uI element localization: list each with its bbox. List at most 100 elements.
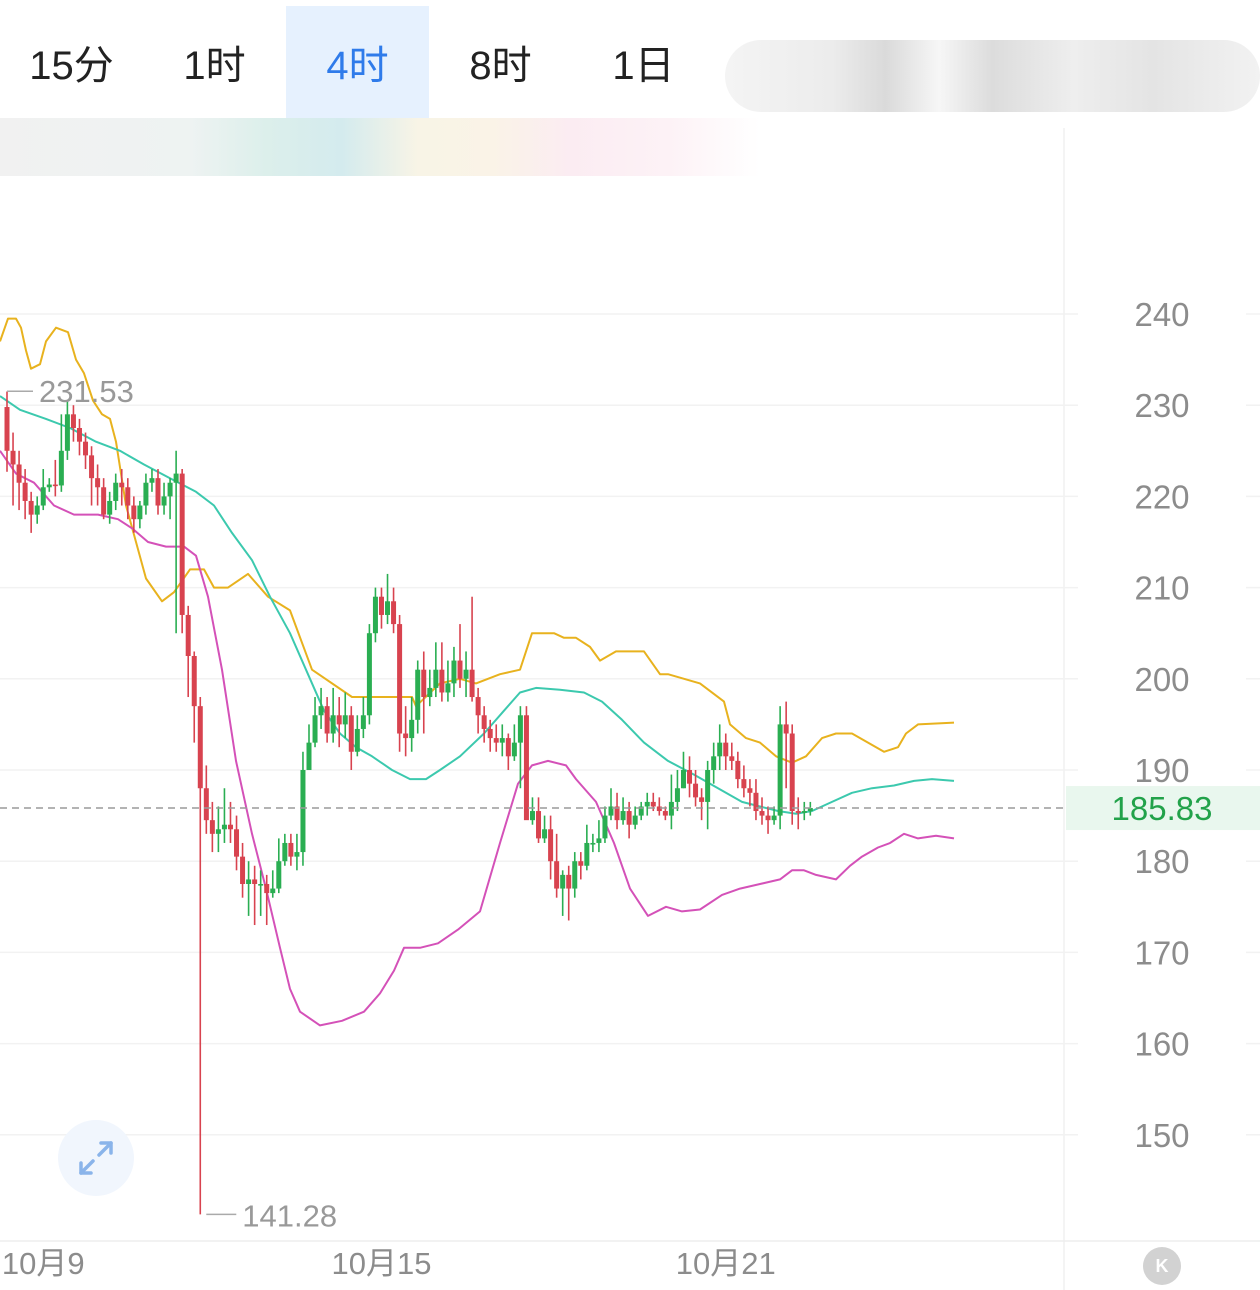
candle-body xyxy=(391,601,397,625)
tab-4h[interactable]: 4时 xyxy=(286,6,429,118)
candle-body xyxy=(511,742,517,757)
candle-body xyxy=(197,706,203,789)
candle-body xyxy=(16,464,22,483)
y-tick-label: 210 xyxy=(1134,570,1189,607)
candle-body xyxy=(668,801,674,816)
x-tick-label: 10月21 xyxy=(676,1246,776,1281)
candle-body xyxy=(717,742,723,757)
candle-body xyxy=(155,478,161,506)
candle-body xyxy=(487,728,493,739)
candle-body xyxy=(578,861,584,866)
y-tick-label: 160 xyxy=(1134,1026,1189,1063)
candle-body xyxy=(608,806,614,816)
candle-body xyxy=(354,728,360,752)
candle-body xyxy=(95,478,101,488)
candle-body xyxy=(807,808,813,812)
candle-body xyxy=(753,792,759,812)
candle-body xyxy=(70,414,76,428)
candle-body xyxy=(76,428,82,442)
candle-body xyxy=(83,441,89,456)
candle-body xyxy=(572,861,578,889)
candle-body xyxy=(680,770,686,789)
candle-body xyxy=(475,697,481,716)
expand-arrows-icon xyxy=(79,1141,113,1175)
candle-body xyxy=(360,715,366,729)
candle-body xyxy=(674,788,680,802)
candle-body xyxy=(735,760,741,780)
candle-body xyxy=(614,806,620,821)
candle-body xyxy=(209,820,215,834)
candle-body xyxy=(306,742,312,770)
candle-body xyxy=(439,669,445,693)
candle-body xyxy=(644,801,650,807)
candle-body xyxy=(529,811,535,821)
candle-body xyxy=(397,624,403,734)
candle-body xyxy=(221,824,227,830)
candle-body xyxy=(385,601,391,615)
candle-body xyxy=(149,478,155,483)
candle-body xyxy=(499,738,505,743)
y-tick-label: 190 xyxy=(1134,752,1189,789)
y-tick-label: 170 xyxy=(1134,934,1189,971)
candle-body xyxy=(771,815,777,821)
timeframe-bar: 15分 1时 4时 8时 1日 xyxy=(0,6,1260,118)
candle-body xyxy=(536,811,542,839)
min-price-label: 141.28 xyxy=(242,1198,337,1233)
candle-body xyxy=(270,888,276,894)
candle-body xyxy=(234,829,240,857)
candle-body xyxy=(378,596,384,615)
tab-8h[interactable]: 8时 xyxy=(469,44,532,88)
candle-body xyxy=(312,715,318,743)
candle-body xyxy=(167,482,173,497)
candle-body xyxy=(566,874,572,889)
candle-body xyxy=(626,811,632,825)
candle-body xyxy=(173,473,179,483)
candle-body xyxy=(590,842,596,845)
expand-button[interactable] xyxy=(58,1120,134,1196)
candle-body xyxy=(560,874,566,889)
y-tick-label: 230 xyxy=(1134,387,1189,424)
candle-body xyxy=(403,733,409,739)
candle-body xyxy=(699,797,705,802)
candle-body xyxy=(318,706,324,716)
candle-body xyxy=(89,455,95,479)
x-tick-label: 10月9 xyxy=(2,1246,85,1281)
candle-body xyxy=(342,715,348,725)
candle-body xyxy=(723,742,729,757)
tab-1d[interactable]: 1日 xyxy=(612,44,675,88)
candle-body xyxy=(481,715,487,729)
candle-body xyxy=(620,811,626,821)
candle-body xyxy=(656,806,662,812)
candle-body xyxy=(58,450,64,486)
candle-body xyxy=(457,660,463,679)
candle-body xyxy=(523,715,529,821)
candle-body xyxy=(125,487,131,506)
current-price-tag xyxy=(1066,786,1260,831)
candle-body xyxy=(191,656,197,707)
candle-body xyxy=(101,487,107,515)
candle-body xyxy=(288,842,294,857)
candle-body xyxy=(179,473,185,615)
candle-body xyxy=(252,879,258,884)
candle-body xyxy=(366,633,372,716)
candle-body xyxy=(40,487,46,506)
candle-body xyxy=(324,706,330,734)
candle-body xyxy=(548,829,554,862)
tab-1h[interactable]: 1时 xyxy=(183,44,246,88)
candle-body xyxy=(632,815,638,825)
y-tick-label: 240 xyxy=(1134,296,1189,333)
candle-body xyxy=(336,715,342,725)
candle-body xyxy=(28,500,34,515)
tab-15min[interactable]: 15分 xyxy=(29,44,114,88)
candle-body xyxy=(137,505,143,520)
candle-body xyxy=(777,724,783,816)
candle-body xyxy=(693,783,699,798)
x-tick-label: 10月15 xyxy=(331,1246,431,1281)
candle-body xyxy=(185,614,191,656)
candle-body xyxy=(445,683,451,693)
candle-body xyxy=(687,770,693,784)
candle-body xyxy=(215,829,221,834)
k-circle-icon[interactable]: K xyxy=(1143,1247,1181,1285)
candle-body xyxy=(741,779,747,789)
